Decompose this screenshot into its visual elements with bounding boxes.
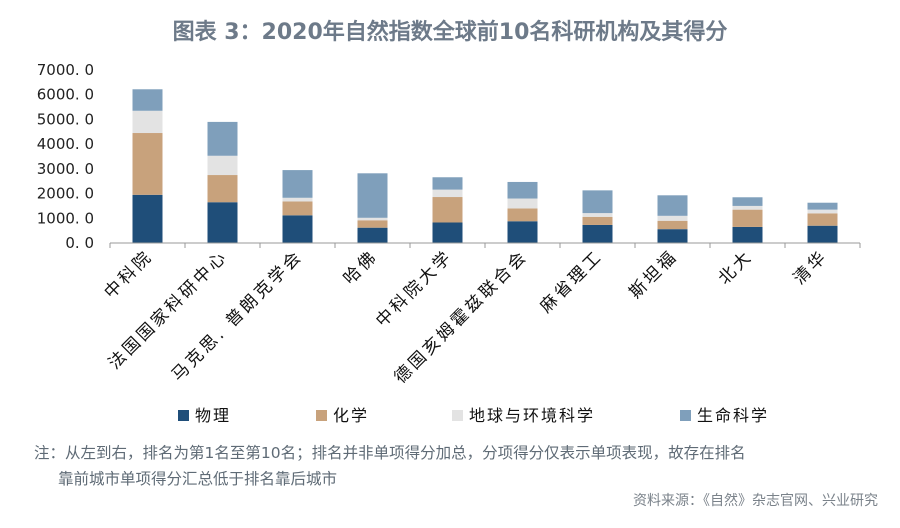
y-tick-label: 5000. 0 <box>37 110 94 128</box>
bar-segment <box>357 227 388 243</box>
legend-label: 化学 <box>333 406 369 425</box>
bar-segment <box>432 189 463 198</box>
bar-segment <box>657 229 688 243</box>
x-tick-label: 德国亥姆霍兹联合会 <box>391 246 532 387</box>
bar-segment <box>807 225 838 243</box>
bar-segment <box>132 89 163 111</box>
x-tick-label: 清华 <box>790 246 832 288</box>
bar-segment <box>282 215 313 243</box>
bar-segment <box>207 202 238 243</box>
bar-segment <box>657 220 688 230</box>
y-tick-label: 4000. 0 <box>37 135 94 153</box>
bar-segment <box>357 220 388 228</box>
y-axis: 7000. 0 6000. 0 5000. 0 4000. 0 3000. 0 2000.… <box>37 61 94 252</box>
x-tick-label: 麻省理工 <box>536 246 607 317</box>
legend-label: 地球与环境科学 <box>469 406 595 425</box>
bar-segment <box>582 224 613 243</box>
bar-segment <box>132 133 163 195</box>
bar-segment <box>807 213 838 226</box>
bar-segment <box>207 155 238 176</box>
x-tick-label: 斯坦福 <box>625 246 682 303</box>
y-tick-label: 6000. 0 <box>37 86 94 104</box>
chart-note: 注：从左到右，排名为第1名至第10名；排名并非单项得分加总，分项得分仅表示单项表… <box>34 440 874 492</box>
bars <box>132 89 838 243</box>
x-tick-label: 中科院大学 <box>372 246 457 331</box>
bar-segment <box>282 197 313 202</box>
y-tick-label: 7000. 0 <box>37 61 94 79</box>
bar-segment <box>132 194 163 243</box>
bar-segment <box>432 177 463 190</box>
legend: 物理 化学 地球与环境科学 生命科学 <box>178 406 769 425</box>
bar-segment <box>582 190 613 214</box>
legend-swatch <box>178 410 189 421</box>
source-text: 资料来源：《自然》杂志官网、兴业研究 <box>633 493 878 509</box>
legend-label: 物理 <box>195 406 231 425</box>
bar-segment <box>357 217 388 221</box>
chart-title: 图表 3：2020年自然指数全球前10名科研机构及其得分 <box>172 20 728 45</box>
bar-segment <box>507 181 538 199</box>
bar-segment <box>732 226 763 243</box>
legend-swatch <box>680 410 691 421</box>
bar-segment <box>207 121 238 156</box>
bar-segment <box>732 197 763 206</box>
y-tick-label: 1000. 0 <box>37 209 94 227</box>
x-tick-label: 哈佛 <box>340 246 382 288</box>
bar-segment <box>582 213 613 217</box>
legend-swatch <box>452 410 463 421</box>
bar-segment <box>732 205 763 210</box>
y-tick-label: 0. 0 <box>65 234 94 252</box>
bar-segment <box>807 209 838 214</box>
note-line-1: 注：从左到右，排名为第1名至第10名；排名并非单项得分加总，分项得分仅表示单项表… <box>34 444 746 462</box>
bar-segment <box>657 215 688 221</box>
bar-segment <box>507 208 538 222</box>
bar-segment <box>357 173 388 218</box>
bar-segment <box>432 197 463 223</box>
x-tick-label: 中科院 <box>100 246 157 303</box>
bar-segment <box>432 222 463 243</box>
bar-segment <box>282 170 313 198</box>
note-line-2: 靠前城市单项得分汇总低于排名靠后城市 <box>58 470 338 488</box>
x-tick-label: 马克思. 普朗克学会 <box>168 246 307 385</box>
bar-segment <box>657 195 688 216</box>
bar-segment <box>132 110 163 134</box>
legend-label: 生命科学 <box>697 406 769 425</box>
bar-segment <box>282 201 313 216</box>
bar-segment <box>807 202 838 210</box>
y-tick-label: 2000. 0 <box>37 185 94 203</box>
bar-segment <box>732 209 763 227</box>
x-tick-label: 北大 <box>715 246 757 288</box>
bar-segment <box>582 216 613 225</box>
bar-segment <box>207 175 238 203</box>
bar-segment <box>507 198 538 209</box>
y-tick-label: 3000. 0 <box>37 160 94 178</box>
legend-swatch <box>316 410 327 421</box>
stacked-bar-chart: 7000. 0 6000. 0 5000. 0 4000. 0 3000. 0 2000.… <box>37 61 861 425</box>
bar-segment <box>507 221 538 243</box>
